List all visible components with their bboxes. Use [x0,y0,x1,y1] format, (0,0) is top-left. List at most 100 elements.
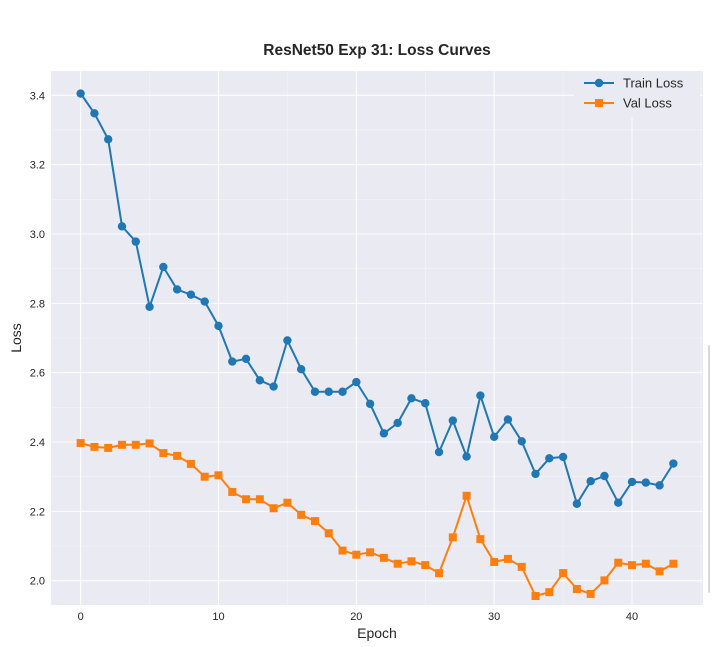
train-loss-point [476,391,485,400]
train-loss-point [600,471,609,481]
train-loss-point [117,222,127,231]
val-loss-point [352,550,361,559]
train-loss-point [614,498,623,507]
train-loss-point [572,499,582,508]
val-loss-point [379,553,388,562]
y-axis-label: Loss [8,323,24,353]
x-axis-label: Epoch [357,625,397,641]
val-loss-point [242,495,251,504]
val-loss-point [559,569,568,578]
train-loss-point [172,285,182,294]
tick-labels: 0 10 20 30 40 2.0 2.2 2.4 2.6 2.8 3.0 3.2 3.4 [30,90,638,623]
train-loss-point [352,377,361,387]
train-loss-point [517,437,526,446]
train-loss-point [145,302,154,311]
y-tick-label: 3.2 [30,160,45,172]
val-loss-point [503,554,512,563]
y-tick-label: 3.4 [30,90,45,102]
val-loss-point [104,443,113,452]
train-loss-point [393,418,402,428]
val-loss-point [297,510,306,519]
train-loss-point [627,477,637,487]
val-loss-point [572,585,581,594]
y-tick-label: 3.0 [30,229,45,241]
val-loss-point [669,559,678,568]
train-loss-point [558,452,568,462]
train-loss-point [434,447,444,457]
x-tick-label: 0 [78,611,84,623]
train-loss-point [503,415,513,424]
train-loss-point [448,416,458,425]
x-tick-label: 30 [488,611,500,623]
train-loss-point [338,387,347,396]
train-loss-point [421,398,430,408]
val-loss-point [310,517,319,526]
val-loss-point [145,439,154,448]
train-loss-point [255,376,265,385]
x-tick-label: 20 [350,611,362,623]
val-loss-point [628,561,637,570]
train-loss-point [324,387,333,396]
y-tick-label: 2.8 [30,298,45,310]
scrollbar[interactable] [708,345,710,593]
train-loss-point [531,469,540,479]
val-loss-point [393,559,402,568]
y-tick-label: 2.6 [30,368,45,380]
train-loss-point [90,109,99,118]
val-loss-point [366,548,375,557]
legend: Train Loss Val Loss [574,71,700,117]
legend-train-loss-label: Train Loss [623,76,684,91]
x-tick-label: 10 [212,611,224,623]
train-loss-point [200,297,209,306]
val-loss-point [269,504,278,513]
grid-lines [51,71,703,605]
val-loss-point [531,591,540,600]
train-loss-point [365,399,375,409]
train-loss-point [669,459,678,468]
train-loss-point [655,481,664,490]
train-loss-point [296,365,306,374]
val-loss-point [131,440,140,449]
series-group [76,89,678,600]
val-loss-point [435,569,444,578]
train-loss-point [159,262,168,272]
val-loss-point [448,533,457,542]
val-loss-point [545,588,554,597]
val-loss-point [641,559,650,568]
train-loss-point [283,336,292,345]
val-loss-point [614,558,623,567]
val-loss-point [421,561,430,570]
val-loss-point [76,439,85,448]
chart-title: ResNet50 Exp 31: Loss Curves [263,42,490,59]
val-loss-point [117,440,126,449]
y-tick-label: 2.4 [30,437,45,449]
train-loss-point [407,394,416,403]
val-loss-point [186,459,195,468]
val-loss-point [228,487,237,496]
val-loss-point [462,491,471,500]
val-loss-point [255,495,264,504]
train-loss-point [462,452,471,461]
y-tick-label: 2.0 [30,576,45,588]
val-loss-point [214,471,223,480]
train-loss-point [131,237,140,246]
val-loss-point [586,589,595,598]
val-loss-point [324,529,333,538]
legend-box [574,71,700,117]
train-loss-point [269,382,278,391]
train-loss-point [228,357,237,366]
train-loss-point [641,478,650,487]
train-loss-point [76,89,85,98]
train-loss-point [104,135,113,144]
y-tick-label: 2.2 [30,506,45,518]
legend-train-loss-marker [594,78,604,88]
val-loss-point [407,557,416,566]
val-loss-point [338,546,347,555]
val-loss-point [490,558,499,567]
val-loss-point [90,442,99,451]
train-loss-point [214,321,223,331]
val-loss-point [159,449,168,458]
train-loss-point [586,477,595,486]
train-loss-point [489,432,499,442]
